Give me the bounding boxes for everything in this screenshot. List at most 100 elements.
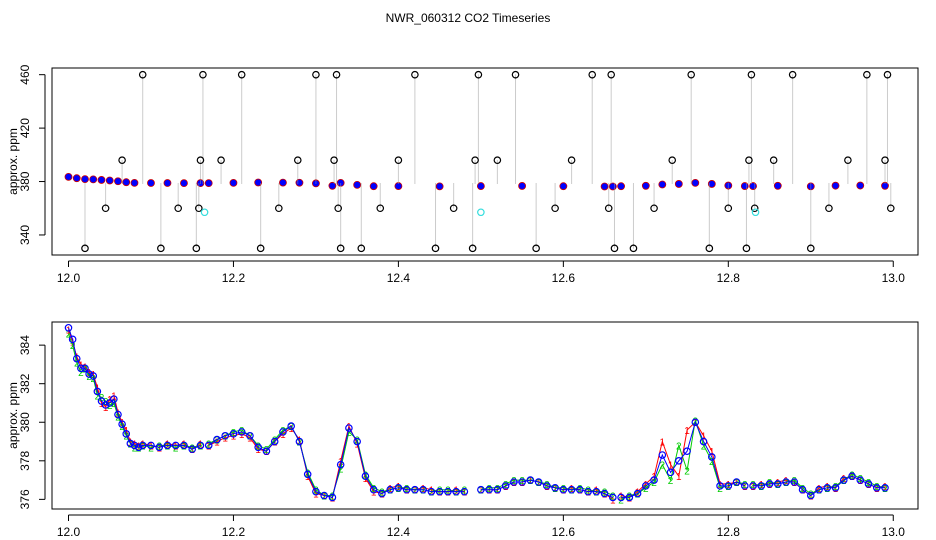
data-point — [229, 178, 238, 187]
data-point — [863, 70, 871, 79]
point-label: 2 — [429, 488, 435, 499]
point-label: 2 — [701, 441, 707, 452]
data-point — [600, 182, 609, 191]
data-point — [89, 372, 98, 380]
x-tick-label: 13.0 — [882, 271, 906, 285]
data-point — [293, 156, 302, 164]
data-point — [345, 424, 353, 432]
point-label: 2 — [734, 478, 740, 489]
point-label: 1 — [412, 486, 418, 497]
data-point — [171, 441, 180, 450]
series-line — [208, 425, 465, 498]
data-point — [708, 453, 716, 461]
y-tick-label: 376 — [18, 489, 32, 509]
series-2 — [200, 208, 760, 217]
point-label: 2 — [709, 457, 715, 468]
data-point — [511, 70, 520, 79]
point-label: 1 — [750, 482, 756, 493]
data-point — [588, 70, 597, 79]
data-point — [790, 478, 799, 486]
point-label: 1 — [519, 478, 525, 489]
point-label: 2 — [165, 441, 171, 452]
data-point — [625, 493, 634, 502]
point-label: 2 — [99, 393, 105, 404]
data-point — [118, 420, 126, 428]
point-label: 2 — [478, 486, 484, 497]
data-point — [658, 451, 667, 459]
point-label: 1 — [660, 438, 666, 449]
point-label: 2 — [198, 441, 204, 452]
data-point — [138, 70, 147, 79]
point-label: 1 — [478, 486, 484, 497]
data-point — [254, 178, 263, 187]
data-point — [452, 487, 460, 496]
x-tick-label: 12.8 — [717, 271, 741, 285]
data-point — [101, 401, 110, 409]
point-label: 2 — [676, 441, 682, 452]
data-point — [330, 156, 338, 164]
point-label: 1 — [561, 486, 567, 497]
point-label: 2 — [816, 486, 822, 497]
data-point — [745, 156, 753, 164]
point-label: 1 — [544, 482, 550, 493]
data-point — [600, 489, 609, 498]
point-label: 1 — [709, 447, 715, 458]
data-point — [147, 441, 155, 450]
point-label: 1 — [111, 391, 117, 402]
data-point — [114, 177, 122, 186]
data-point — [353, 180, 362, 189]
data-point — [295, 178, 304, 187]
point-label: 2 — [321, 492, 327, 503]
point-label: 1 — [503, 482, 509, 493]
data-point — [122, 178, 131, 187]
data-point — [320, 491, 328, 500]
data-point — [823, 483, 832, 492]
data-point — [559, 485, 568, 494]
data-point — [378, 489, 386, 498]
point-label: 1 — [528, 476, 534, 487]
data-point — [353, 437, 361, 446]
data-point — [275, 204, 283, 213]
data-point — [476, 182, 485, 190]
data-point — [705, 244, 714, 253]
point-label: 1 — [156, 443, 162, 454]
point-label: 1 — [264, 447, 270, 458]
point-label: 1 — [701, 432, 707, 443]
point-label: 1 — [882, 482, 888, 493]
point-label: 2 — [78, 368, 84, 379]
data-point — [559, 182, 568, 191]
point-label: 1 — [198, 439, 204, 450]
bottom-plot-frame — [51, 321, 919, 510]
point-label: 1 — [849, 472, 855, 483]
data-point — [68, 335, 77, 344]
data-point — [138, 441, 147, 450]
data-point — [196, 156, 205, 164]
data-point — [101, 204, 110, 213]
data-point — [788, 70, 797, 79]
data-point — [493, 485, 502, 494]
data-point — [551, 204, 559, 213]
data-point — [607, 70, 615, 79]
y-tick-label: 460 — [18, 64, 32, 84]
point-label: 2 — [462, 486, 468, 497]
data-point — [699, 437, 708, 446]
data-point — [336, 178, 345, 187]
point-label: 2 — [387, 486, 393, 497]
point-label: 1 — [742, 482, 748, 493]
bottom-x-axis: 12.0 12.2 12.4 12.6 12.8 13.0 — [57, 514, 906, 539]
x-tick-label: 13.0 — [882, 525, 906, 539]
data-point — [130, 441, 139, 450]
point-label: 2 — [346, 428, 352, 439]
x-tick-label: 12.8 — [717, 525, 741, 539]
data-point — [81, 244, 89, 253]
y-tick-label: 380 — [18, 171, 32, 191]
data-point — [668, 156, 677, 164]
data-point — [683, 447, 691, 455]
data-point — [633, 489, 642, 498]
data-point — [617, 182, 625, 191]
data-point — [460, 487, 469, 496]
y-tick-label: 382 — [18, 373, 32, 393]
series-2 — [64, 323, 889, 502]
